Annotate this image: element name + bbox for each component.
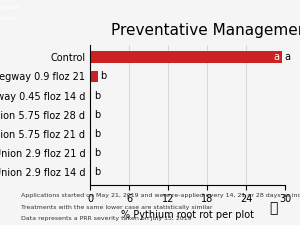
Text: b: b — [94, 110, 100, 120]
Text: 🐺: 🐺 — [269, 201, 277, 215]
Text: Data represents a PRR severity taken on July 15, 2019: Data represents a PRR severity taken on … — [21, 216, 192, 221]
Text: UNIVERSITY: UNIVERSITY — [0, 17, 20, 21]
Text: NC STATE: NC STATE — [0, 6, 20, 10]
Text: Preventative Management of PRR with Fungicides: Preventative Management of PRR with Fung… — [111, 23, 300, 38]
Bar — [90, 51, 282, 63]
Text: a: a — [274, 52, 280, 62]
Bar — [90, 90, 91, 101]
Text: Applications started on May 21, 2019 and were re-applied every 14, 21 or 28 days: Applications started on May 21, 2019 and… — [21, 194, 300, 198]
Bar — [90, 109, 91, 121]
Bar — [90, 71, 98, 82]
Text: b: b — [94, 90, 100, 101]
Bar — [90, 167, 91, 178]
Bar — [90, 147, 91, 159]
Bar — [90, 128, 91, 140]
X-axis label: % Pythium root rot per plot: % Pythium root rot per plot — [121, 210, 254, 220]
Text: b: b — [94, 129, 100, 139]
Text: b: b — [100, 71, 107, 81]
Text: b: b — [94, 148, 100, 158]
Text: b: b — [94, 167, 100, 177]
Text: a: a — [284, 52, 290, 62]
Text: Treatments with the same lower case are statistically similar: Treatments with the same lower case are … — [21, 205, 212, 210]
